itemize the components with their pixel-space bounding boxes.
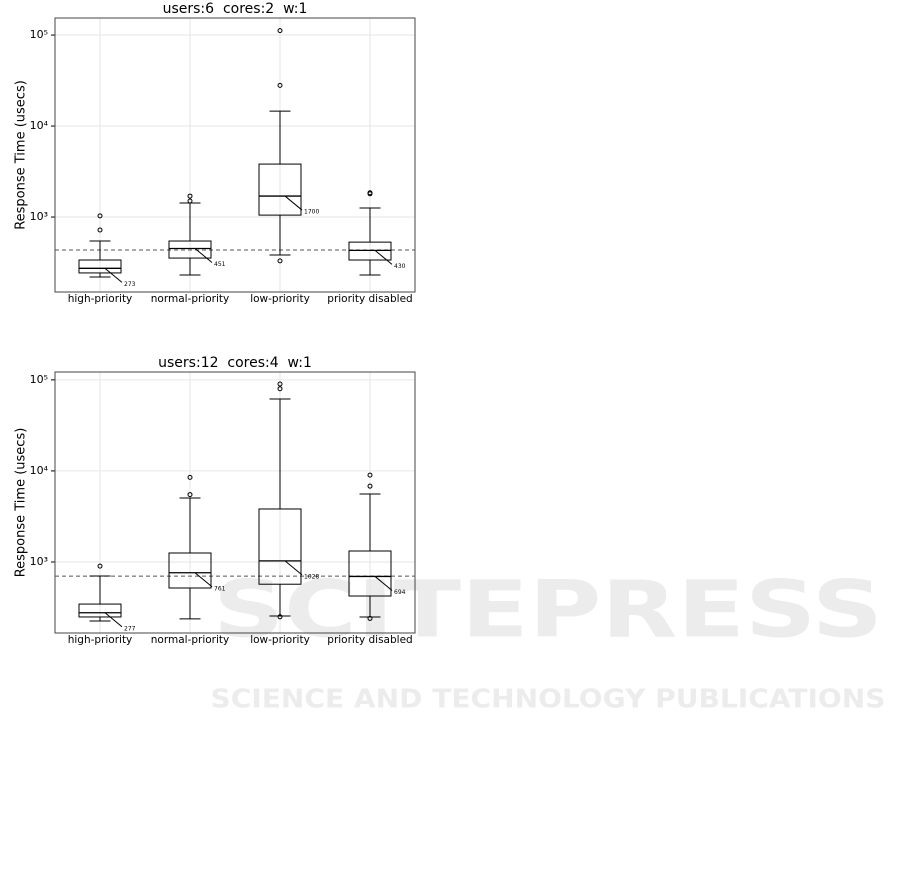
plot-frame [54,17,416,293]
outlier [367,483,373,489]
outlier [97,227,103,233]
outlier [97,213,103,219]
box [258,163,302,216]
x-tick-label: normal-priority [151,293,229,305]
outlier [187,474,193,480]
box [78,603,122,618]
x-tick-label: high-priority [68,634,133,646]
x-tick-label: low-priority [250,634,310,646]
median-label: 277 [124,625,136,632]
watermark-title: SCITEPRESS [213,565,883,655]
outlier [277,82,283,88]
y-tick-label: 10⁴ [30,119,49,132]
outlier [187,492,193,498]
y-tick-label: 10⁵ [30,28,48,41]
y-axis-label: Response Time (usecs) [14,428,29,578]
median-leader [284,560,303,576]
box [168,240,212,259]
box [78,259,122,274]
y-tick-label: 10³ [30,210,48,223]
outlier [187,198,193,204]
median-leader [374,249,393,265]
outlier [277,381,283,387]
median-leader [104,267,123,283]
chart-title: users:6 cores:2 w:1 [163,1,308,17]
box [348,241,392,261]
outlier [367,472,373,478]
x-tick-label: normal-priority [151,634,229,646]
median-leader [194,572,213,588]
chart-title: users:12 cores:4 w:1 [158,355,312,371]
median-label: 1028 [304,573,319,580]
median-label: 761 [214,585,226,592]
outlier [277,386,283,392]
outlier [367,615,373,621]
x-tick-label: high-priority [68,293,133,305]
median-leader [194,248,213,263]
x-tick-label: priority disabled [327,293,412,305]
median-label: 430 [394,263,406,270]
median-leader [104,612,123,628]
outlier [277,258,283,264]
plot-frame [54,371,416,634]
median-label: 694 [394,589,406,596]
y-axis-label: Response Time (usecs) [14,80,29,230]
box [258,508,302,585]
box [348,550,392,597]
box [168,552,212,589]
y-tick-label: 10⁵ [30,373,48,386]
median-leader [284,195,303,211]
median-label: 273 [124,281,136,288]
outlier [367,190,373,196]
median-label: 451 [214,261,226,268]
median-label: 1700 [304,209,319,216]
outlier [277,28,283,34]
y-tick-label: 10⁴ [30,464,49,477]
watermark-subtitle: SCIENCE AND TECHNOLOGY PUBLICATIONS [211,685,886,715]
outlier [187,193,193,199]
outlier [97,563,103,569]
outlier [277,614,283,620]
x-tick-label: low-priority [250,293,310,305]
median-leader [374,576,393,591]
y-tick-label: 10³ [30,555,48,568]
x-tick-label: priority disabled [327,634,412,646]
